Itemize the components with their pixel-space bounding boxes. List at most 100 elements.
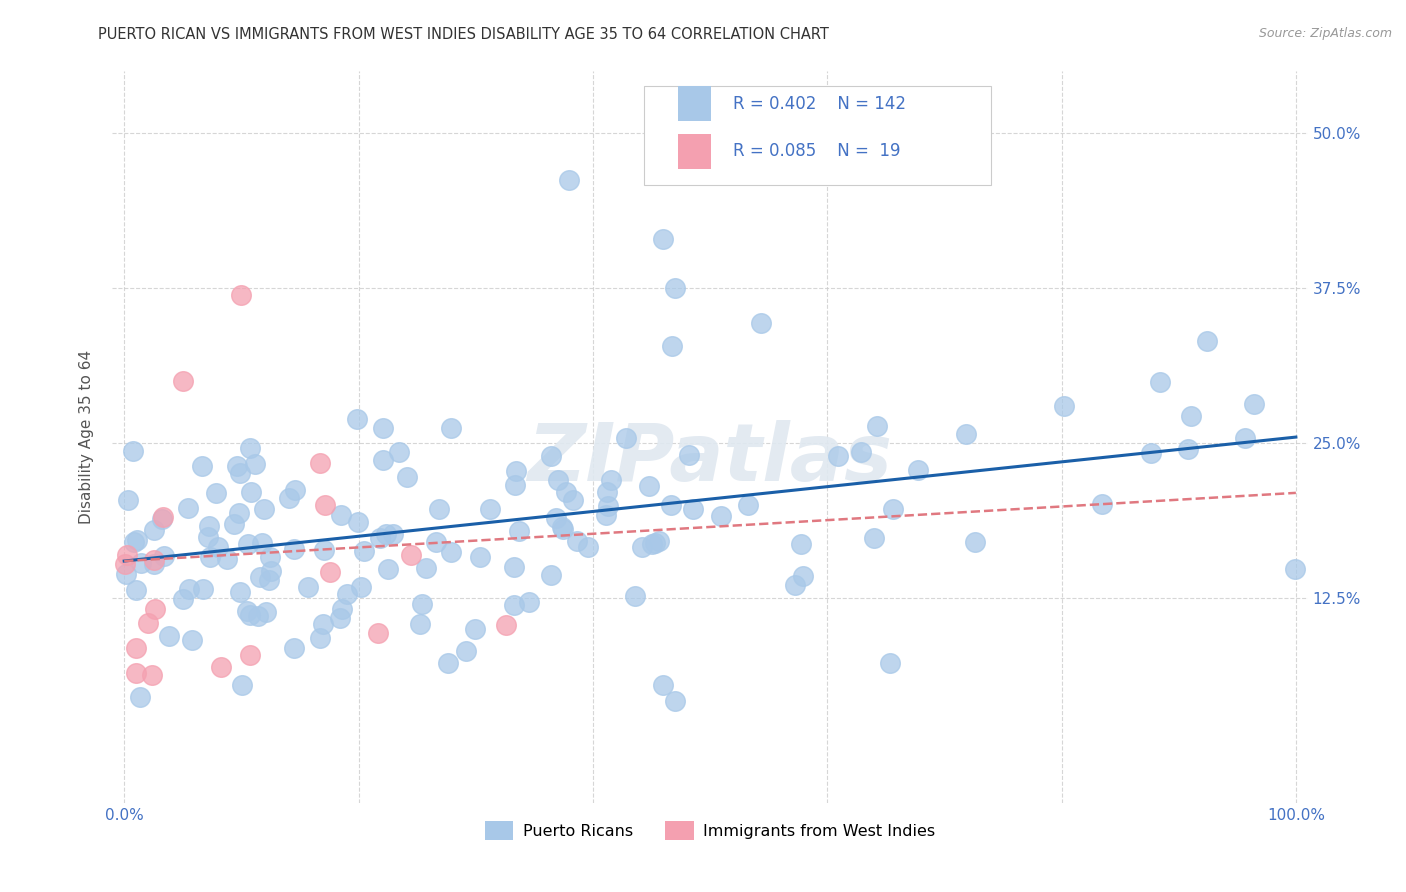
Point [596,484,619,499]
Point [661,339,683,353]
Point [600,473,623,487]
Point [197,530,219,544]
Point [142,558,165,572]
Point [555,484,578,499]
Point [312,617,335,632]
Point [879,657,901,671]
Point [478,502,501,516]
Point [222,517,245,532]
Point [191,582,214,597]
Point [172,374,194,388]
Point [425,534,447,549]
Point [381,526,404,541]
Point [440,420,463,434]
Point [297,580,319,594]
Point [659,498,682,512]
Point [152,549,174,564]
Point [259,549,281,564]
Point [439,545,461,559]
Point [664,281,686,295]
Point [367,625,389,640]
Point [314,499,336,513]
Point [347,516,370,530]
Point [505,464,527,478]
Point [231,678,253,692]
Point [558,173,581,187]
Point [648,533,671,548]
Point [749,317,772,331]
Point [249,570,271,584]
Point [117,492,139,507]
Point [129,690,152,704]
Point [503,559,526,574]
Point [710,509,733,524]
Point [1090,498,1112,512]
Point [254,605,277,619]
Point [229,466,252,480]
Y-axis label: Disability Age 35 to 64: Disability Age 35 to 64 [79,350,94,524]
Point [172,591,194,606]
Point [495,618,517,632]
Point [253,501,276,516]
Point [329,508,352,522]
Point [143,602,166,616]
Point [866,418,889,433]
Point [122,534,145,549]
Point [236,604,259,618]
Point [863,531,886,545]
Point [454,644,477,658]
Point [955,426,977,441]
Point [427,502,450,516]
Point [631,540,654,554]
Point [125,640,148,655]
Text: ZIPatlas: ZIPatlas [527,420,893,498]
Point [181,632,204,647]
Point [368,531,391,545]
Point [503,478,526,492]
Point [544,511,567,525]
Point [682,502,704,516]
Point [965,534,987,549]
Point [228,506,250,520]
Point [243,458,266,472]
Point [1284,562,1306,576]
Point [122,443,145,458]
Point [157,629,180,643]
Point [284,483,307,498]
Point [191,458,214,473]
Point [1243,397,1265,411]
Point [152,512,174,526]
Point [319,565,342,579]
Point [177,501,200,516]
Point [470,549,492,564]
Point [143,552,166,566]
Point [179,582,201,596]
Point [260,564,283,578]
FancyBboxPatch shape [678,86,711,121]
Point [1234,431,1257,445]
Point [200,549,222,564]
Point [415,561,437,575]
Text: R = 0.402    N = 142: R = 0.402 N = 142 [733,95,905,112]
Point [257,573,280,587]
Point [595,508,617,523]
Point [247,608,270,623]
Point [737,499,759,513]
Point [283,541,305,556]
Point [638,479,661,493]
Point [540,568,562,582]
Text: Source: ZipAtlas.com: Source: ZipAtlas.com [1258,27,1392,40]
Point [314,542,336,557]
Point [551,522,574,536]
Point [336,587,359,601]
Point [614,431,637,445]
FancyBboxPatch shape [678,134,711,169]
Point [205,486,228,500]
Point [377,562,399,576]
Point [1180,409,1202,423]
Point [882,501,904,516]
Point [1177,442,1199,457]
Point [624,589,647,603]
Point [652,678,675,692]
Point [395,470,418,484]
